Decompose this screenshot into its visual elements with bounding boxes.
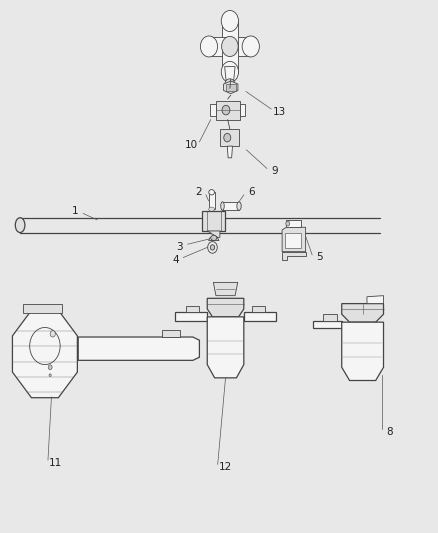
Polygon shape <box>213 282 238 296</box>
Bar <box>226 84 236 91</box>
Ellipse shape <box>222 36 238 56</box>
Polygon shape <box>162 330 180 337</box>
Ellipse shape <box>237 202 241 211</box>
Text: 6: 6 <box>248 187 255 197</box>
Polygon shape <box>220 129 240 146</box>
Polygon shape <box>186 306 199 312</box>
Polygon shape <box>225 67 235 84</box>
Text: 10: 10 <box>185 140 198 150</box>
Polygon shape <box>282 252 306 260</box>
Text: 9: 9 <box>272 166 278 176</box>
Polygon shape <box>222 21 238 46</box>
Ellipse shape <box>222 106 230 115</box>
Bar <box>286 220 301 227</box>
Ellipse shape <box>209 190 215 195</box>
Text: 5: 5 <box>317 253 323 262</box>
Polygon shape <box>323 314 336 320</box>
Polygon shape <box>342 322 384 381</box>
Polygon shape <box>209 37 230 56</box>
Ellipse shape <box>224 133 231 142</box>
Ellipse shape <box>49 374 51 376</box>
Text: 11: 11 <box>49 458 63 467</box>
Ellipse shape <box>221 11 239 31</box>
Text: 8: 8 <box>387 427 393 437</box>
Polygon shape <box>207 317 244 378</box>
Ellipse shape <box>200 36 218 57</box>
Polygon shape <box>367 296 384 304</box>
Ellipse shape <box>210 245 215 250</box>
Text: 3: 3 <box>177 242 183 252</box>
Text: 13: 13 <box>272 107 286 117</box>
Polygon shape <box>227 146 233 158</box>
Polygon shape <box>222 46 238 72</box>
Polygon shape <box>342 304 384 322</box>
Polygon shape <box>240 104 245 116</box>
Polygon shape <box>223 81 238 94</box>
Ellipse shape <box>15 217 25 232</box>
Bar <box>209 192 215 209</box>
Bar <box>285 233 301 248</box>
Text: 2: 2 <box>195 187 201 197</box>
Ellipse shape <box>242 36 259 57</box>
Bar <box>202 211 225 231</box>
Ellipse shape <box>209 207 215 212</box>
Polygon shape <box>208 231 220 240</box>
Polygon shape <box>210 104 215 116</box>
Ellipse shape <box>211 235 217 240</box>
Polygon shape <box>282 227 306 252</box>
Text: 4: 4 <box>172 255 179 265</box>
Polygon shape <box>207 298 244 317</box>
Ellipse shape <box>48 365 52 369</box>
Ellipse shape <box>221 61 239 83</box>
Text: 12: 12 <box>219 462 232 472</box>
Ellipse shape <box>221 202 224 211</box>
Bar <box>223 202 239 211</box>
Polygon shape <box>215 101 240 119</box>
Polygon shape <box>252 306 265 312</box>
Ellipse shape <box>225 79 235 88</box>
Polygon shape <box>313 320 342 328</box>
Polygon shape <box>230 37 251 56</box>
Polygon shape <box>176 312 207 320</box>
Text: 1: 1 <box>72 206 79 216</box>
Polygon shape <box>23 304 62 313</box>
Polygon shape <box>244 312 276 320</box>
Polygon shape <box>12 310 78 398</box>
Ellipse shape <box>286 221 290 226</box>
Ellipse shape <box>50 330 55 337</box>
Polygon shape <box>78 337 199 360</box>
